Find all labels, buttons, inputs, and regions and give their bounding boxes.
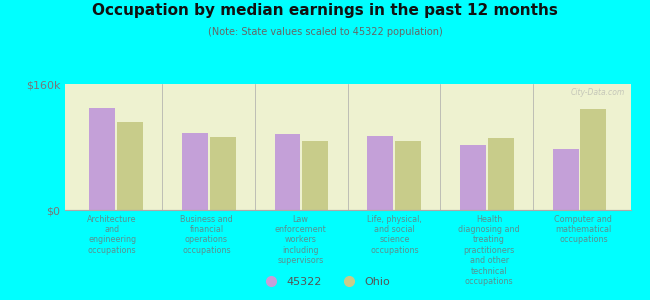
- Bar: [395, 142, 421, 210]
- Bar: [460, 146, 486, 210]
- Bar: [302, 142, 328, 210]
- Legend: 45322, Ohio: 45322, Ohio: [255, 273, 395, 291]
- Bar: [274, 134, 300, 210]
- Text: Health
diagnosing and
treating
practitioners
and other
technical
occupations: Health diagnosing and treating practitio…: [458, 214, 520, 286]
- Bar: [367, 136, 393, 210]
- Bar: [117, 122, 143, 210]
- Bar: [89, 108, 115, 210]
- Text: Computer and
mathematical
occupations: Computer and mathematical occupations: [554, 214, 612, 244]
- Bar: [182, 133, 208, 210]
- Bar: [209, 137, 235, 210]
- Text: Business and
financial
operations
occupations: Business and financial operations occupa…: [180, 214, 233, 255]
- Text: (Note: State values scaled to 45322 population): (Note: State values scaled to 45322 popu…: [207, 27, 443, 37]
- Bar: [488, 137, 514, 210]
- Text: Occupation by median earnings in the past 12 months: Occupation by median earnings in the pas…: [92, 3, 558, 18]
- Text: Life, physical,
and social
science
occupations: Life, physical, and social science occup…: [367, 214, 422, 255]
- Text: City-Data.com: City-Data.com: [571, 88, 625, 97]
- Text: Law
enforcement
workers
including
supervisors: Law enforcement workers including superv…: [275, 214, 326, 265]
- Bar: [552, 148, 578, 210]
- Text: Architecture
and
engineering
occupations: Architecture and engineering occupations: [87, 214, 137, 255]
- Bar: [580, 109, 606, 210]
